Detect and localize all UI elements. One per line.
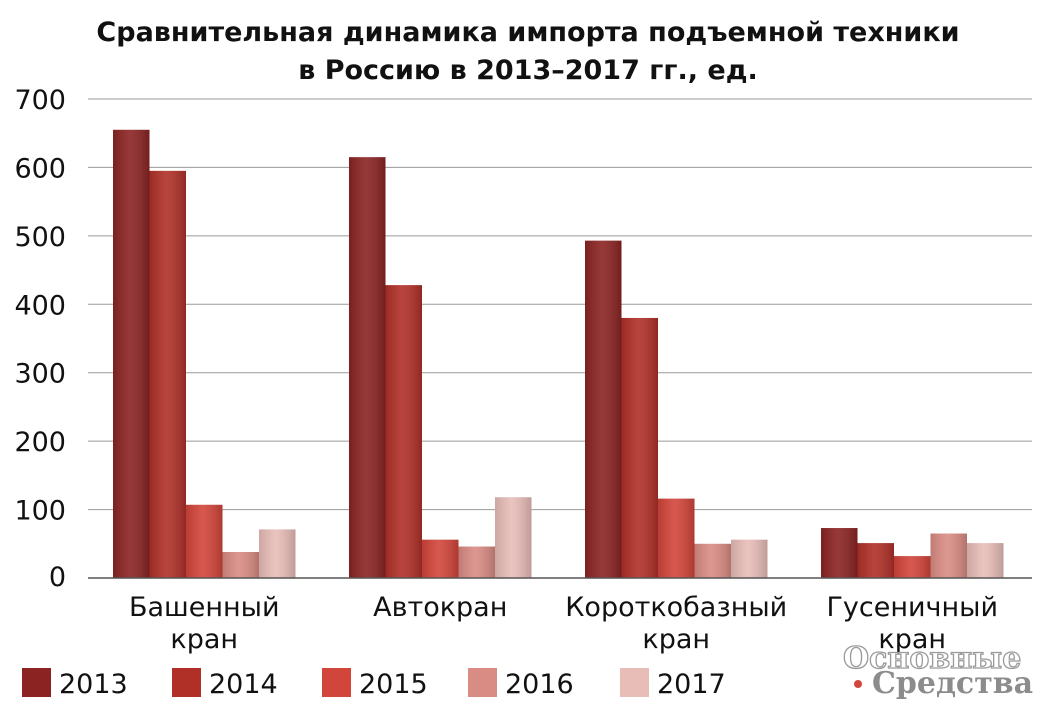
legend-label: 2014 <box>209 669 278 700</box>
legend-label: 2016 <box>505 669 574 700</box>
bar-shading <box>149 170 186 578</box>
legend-swatch <box>468 668 497 697</box>
bar-shading <box>113 129 150 579</box>
bar-shading <box>731 539 768 578</box>
x-category-label: кран <box>642 624 710 655</box>
bar-shading <box>967 543 1004 578</box>
x-category-label: кран <box>170 624 238 655</box>
x-category-label: Башенный <box>129 592 280 623</box>
legend-swatch <box>620 668 649 697</box>
y-tick-label: 200 <box>14 427 66 458</box>
watermark-line-1: Основные <box>843 641 1021 676</box>
bar-shading <box>621 317 658 578</box>
x-category-label: Короткобазный <box>565 592 787 623</box>
bar-shading <box>349 157 386 578</box>
legend-label: 2013 <box>59 669 128 700</box>
y-tick-label: 300 <box>14 359 66 390</box>
legend: 2013 2014 2015 2016 2017 <box>22 668 726 700</box>
chart-title: Сравнительная динамика импорта подъемной… <box>96 17 959 86</box>
bars <box>113 129 1004 579</box>
bar-shading <box>186 504 223 578</box>
bar-shading <box>385 285 422 578</box>
watermark-logo: Основные Средства <box>842 640 1033 701</box>
y-tick-label: 0 <box>49 562 66 593</box>
x-category-label: кран <box>878 624 946 655</box>
bar-shading <box>894 556 931 578</box>
legend-label: 2017 <box>657 669 726 700</box>
x-category-label: Автокран <box>373 592 507 623</box>
legend-label: 2015 <box>359 669 428 700</box>
legend-swatch <box>22 668 51 697</box>
watermark-bullet-icon <box>854 680 862 688</box>
y-tick-label: 700 <box>14 85 66 116</box>
bar-shading <box>930 533 967 578</box>
bar-shading <box>585 240 622 578</box>
chart-title-line-1: Сравнительная динамика импорта подъемной… <box>96 17 959 48</box>
bar-shading <box>821 528 858 578</box>
bar-shading <box>694 543 731 578</box>
y-tick-label: 600 <box>14 153 66 184</box>
x-category-label: Гусеничный <box>826 592 998 623</box>
y-tick-label: 500 <box>14 222 66 253</box>
bar-shading <box>222 551 259 578</box>
bar-shading <box>857 543 894 578</box>
gridlines <box>88 98 1032 511</box>
y-axis-tick-labels: 0 100 200 300 400 500 600 700 <box>14 85 66 593</box>
y-tick-label: 100 <box>14 496 66 527</box>
legend-swatch <box>172 668 201 697</box>
legend-swatch <box>322 668 351 697</box>
bar-shading <box>458 546 495 578</box>
y-tick-label: 400 <box>14 290 66 321</box>
bar-shading <box>259 529 296 578</box>
watermark-line-2: Средства <box>872 666 1033 701</box>
bar-shading <box>658 498 695 578</box>
chart-title-line-2: в Россию в 2013–2017 гг., ед. <box>298 55 758 86</box>
bar-shading <box>495 497 532 578</box>
bar-shading <box>422 539 459 578</box>
